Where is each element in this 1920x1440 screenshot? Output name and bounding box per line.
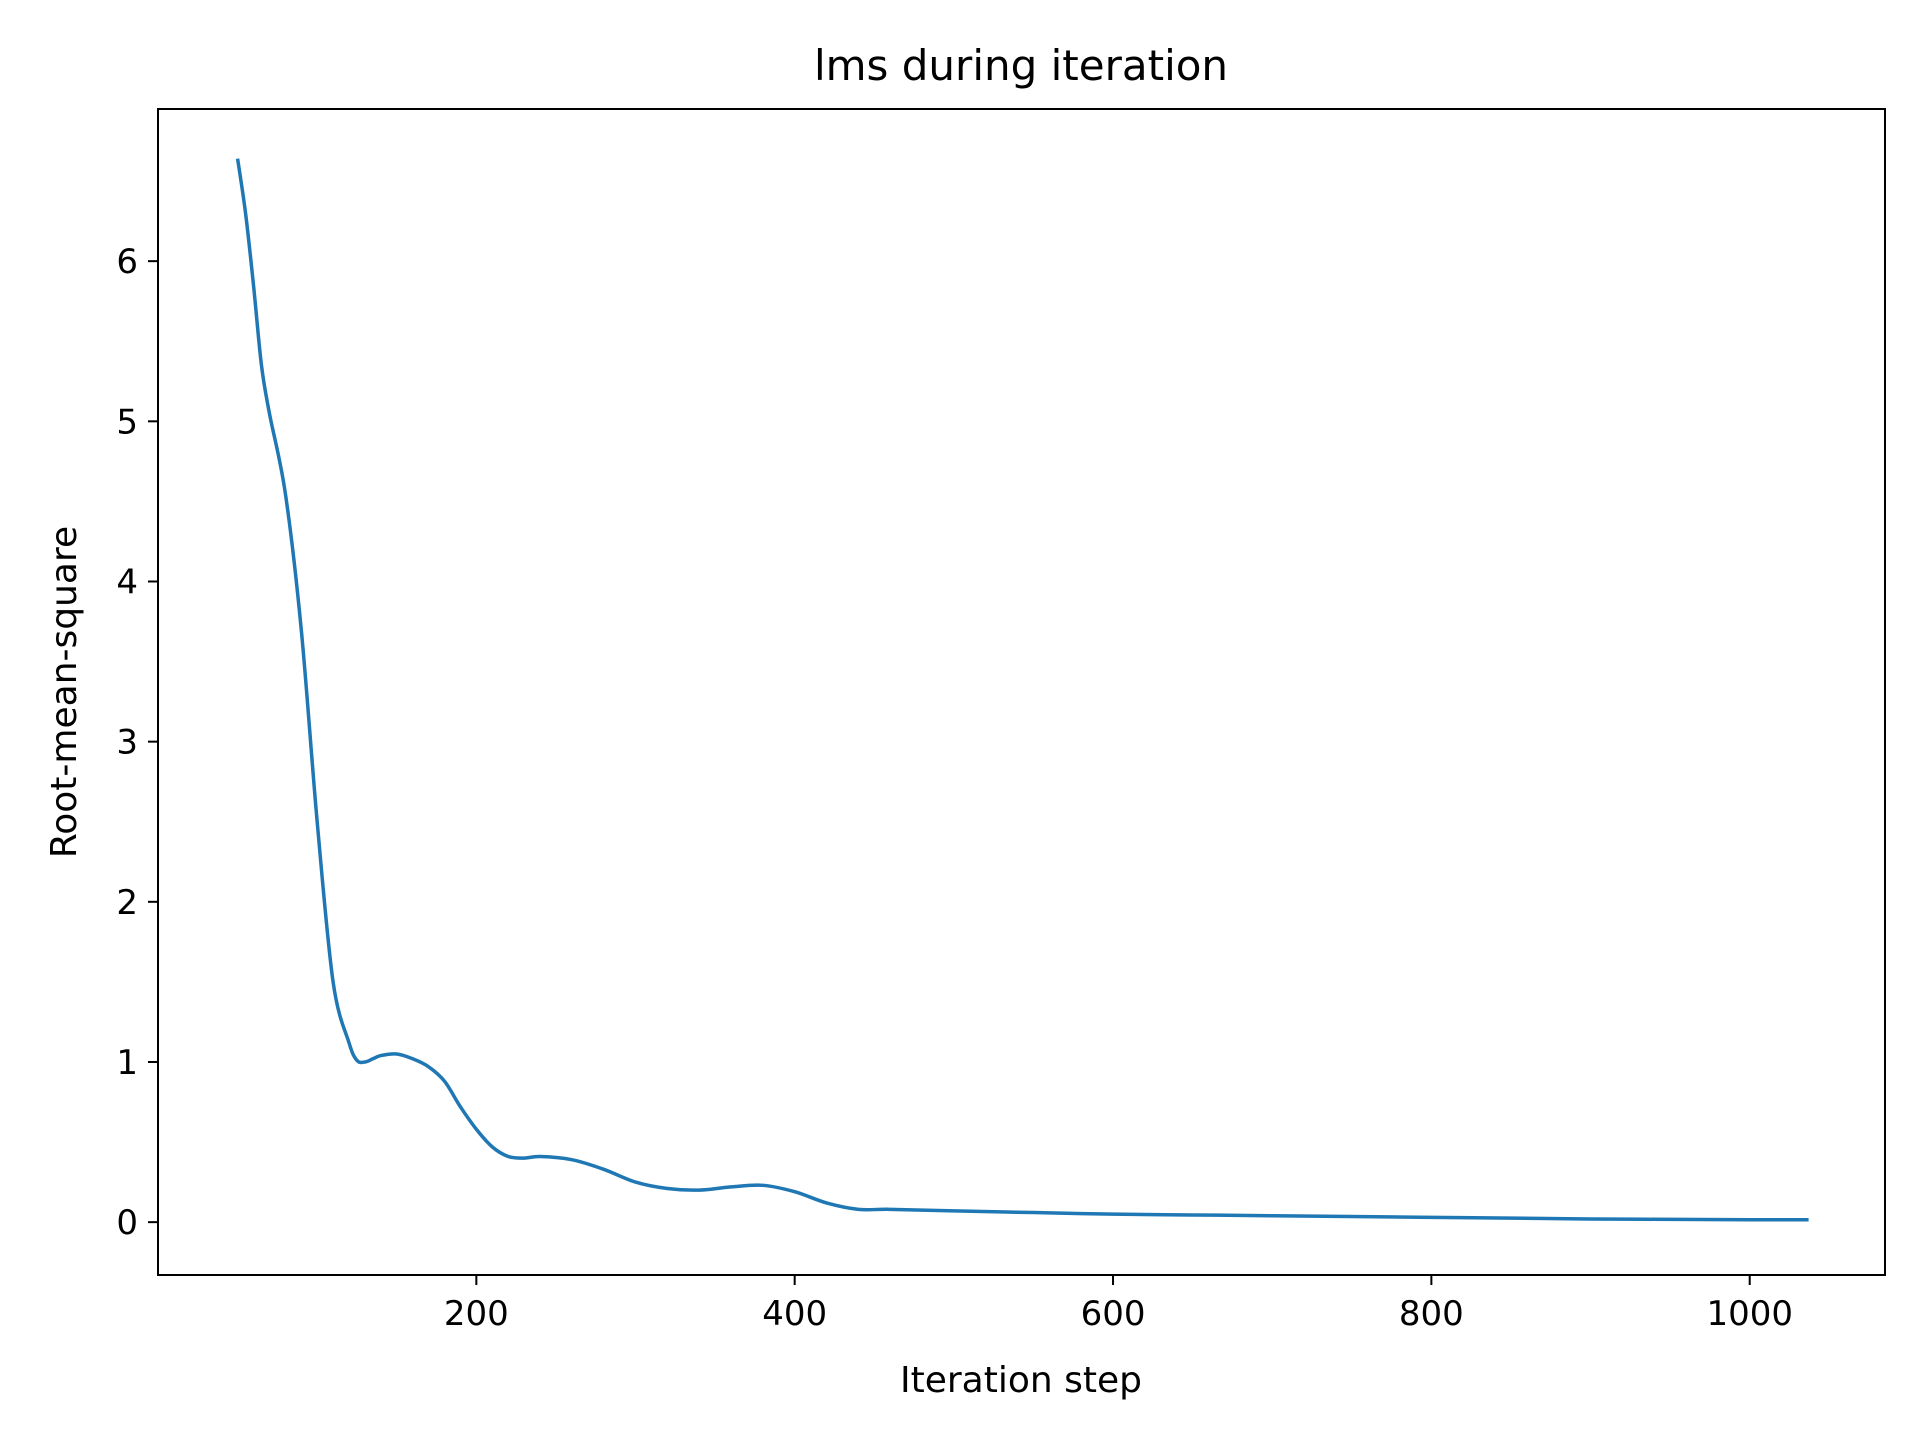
- x-tick-label: 600: [1081, 1294, 1146, 1334]
- x-axis: 200 400 600 800 1000: [444, 1275, 1793, 1334]
- y-tick-label: 3: [116, 723, 138, 763]
- y-tick-label: 1: [116, 1043, 138, 1083]
- y-tick-label: 6: [116, 242, 138, 282]
- y-axis-label: Root-mean-square: [44, 526, 85, 858]
- x-tick-label: 200: [444, 1294, 509, 1334]
- x-axis-label: Iteration step: [900, 1360, 1142, 1401]
- y-tick-label: 0: [116, 1203, 138, 1243]
- y-tick-label: 4: [116, 562, 138, 602]
- rms-series-line: [235, 158, 1809, 1222]
- x-tick-label: 800: [1399, 1294, 1464, 1334]
- y-tick-label: 5: [116, 402, 138, 442]
- y-axis: 0 1 2 3 4 5 6: [116, 242, 158, 1243]
- x-tick-label: 400: [762, 1294, 827, 1334]
- x-tick-label: 1000: [1706, 1294, 1793, 1334]
- y-tick-label: 2: [116, 883, 138, 923]
- plot-area-frame: [157, 108, 1886, 1276]
- chart-title: lms during iteration: [814, 41, 1228, 90]
